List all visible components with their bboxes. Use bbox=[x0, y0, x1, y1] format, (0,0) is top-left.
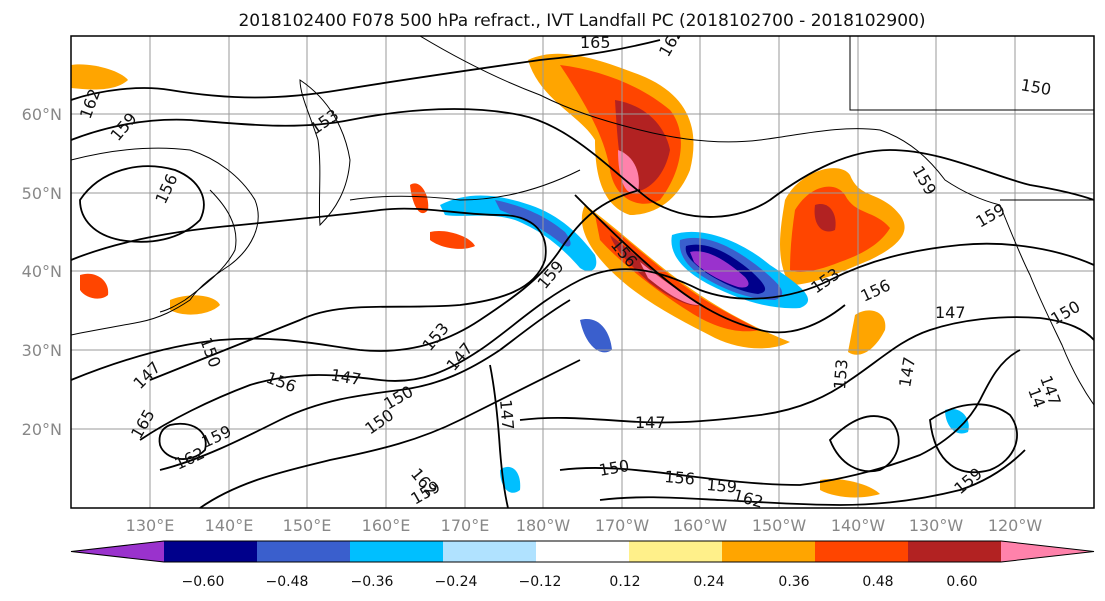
positive-pnw bbox=[848, 310, 886, 355]
lon-label: 130°W bbox=[909, 516, 964, 535]
positive-bering-dots bbox=[430, 230, 475, 249]
colorbar-segment bbox=[164, 541, 258, 562]
map-border bbox=[70, 35, 1095, 509]
coastline-japan bbox=[159, 189, 237, 313]
colorbar-segment bbox=[908, 541, 1002, 562]
contour-line bbox=[71, 189, 641, 381]
colorbar-extend-max bbox=[1001, 541, 1094, 562]
lon-label: 170°W bbox=[595, 516, 650, 535]
colorbar-tick-label: −0.24 bbox=[435, 574, 478, 590]
colorbar-tick-label: 0.60 bbox=[946, 574, 977, 590]
positive-band-central bbox=[581, 205, 790, 349]
lon-label: 160°E bbox=[362, 516, 411, 535]
colorbar-extend-min bbox=[71, 541, 164, 562]
negative-southeast bbox=[580, 319, 612, 353]
lon-label: 120°W bbox=[988, 516, 1043, 535]
positive-peak-alaska bbox=[618, 150, 639, 194]
contour-label: 153 bbox=[830, 358, 852, 390]
coastline-asia bbox=[71, 147, 259, 336]
contour-label: 147 bbox=[496, 399, 518, 431]
gridlines bbox=[71, 36, 1094, 508]
colorbar-segment bbox=[257, 541, 351, 562]
contour-line bbox=[519, 316, 1094, 424]
positive-south bbox=[820, 478, 880, 498]
colorbar-segment bbox=[350, 541, 444, 562]
contour-line bbox=[599, 449, 1026, 506]
colorbar-tick-label: −0.36 bbox=[351, 574, 394, 590]
lon-label: 140°W bbox=[831, 516, 886, 535]
colorbar-tick-label: 0.36 bbox=[778, 574, 809, 590]
positive-kamchatka bbox=[410, 183, 429, 214]
contour-label: 147 bbox=[935, 303, 966, 322]
contour-line bbox=[574, 194, 846, 334]
colorbar-tick-label: −0.60 bbox=[182, 574, 225, 590]
contour-label: 147 bbox=[635, 413, 666, 432]
contour-line bbox=[929, 403, 1018, 474]
contour-label: 165 bbox=[580, 33, 611, 52]
contour-label: 162 bbox=[731, 486, 765, 512]
colorbar-outline bbox=[70, 540, 1095, 563]
coastline-na-west bbox=[999, 204, 1094, 406]
latitude-labels: 60°N 50°N 40°N 30°N 20°N bbox=[22, 105, 62, 439]
contour-line bbox=[139, 242, 1094, 441]
lat-label: 20°N bbox=[22, 420, 62, 439]
contour-line bbox=[199, 359, 581, 508]
coastline-aleutians bbox=[349, 169, 581, 201]
lon-label: 130°E bbox=[126, 516, 175, 535]
lon-label: 150°E bbox=[283, 516, 332, 535]
positive-nw bbox=[71, 64, 128, 90]
lat-label: 30°N bbox=[22, 341, 62, 360]
colorbar-segment bbox=[443, 541, 537, 562]
colorbar-tick-label: −0.12 bbox=[519, 574, 562, 590]
lon-label: 150°W bbox=[752, 516, 807, 535]
contour-line bbox=[159, 299, 571, 471]
lon-label: 180°W bbox=[516, 516, 571, 535]
contours bbox=[71, 39, 1094, 508]
negative-sw bbox=[945, 408, 969, 434]
colorbar bbox=[70, 540, 1095, 563]
contour-line bbox=[559, 349, 1021, 486]
map-title: 2018102400 F078 500 hPa refract., IVT La… bbox=[238, 11, 925, 31]
contour-line bbox=[158, 422, 207, 460]
lat-label: 40°N bbox=[22, 262, 62, 281]
colorbar-tick-label: 0.12 bbox=[609, 574, 640, 590]
lat-label: 60°N bbox=[22, 105, 62, 124]
lon-label: 160°W bbox=[673, 516, 728, 535]
contour-line bbox=[828, 415, 900, 473]
contour-label: 156 bbox=[664, 467, 696, 489]
positive-korea bbox=[170, 295, 220, 315]
lon-label: 140°E bbox=[205, 516, 254, 535]
colorbar-segment bbox=[629, 541, 723, 562]
coastline-kamchatka bbox=[299, 79, 351, 227]
colorbar-tick-labels: −0.60 −0.48 −0.36 −0.24 −0.12 0.12 0.24 … bbox=[182, 574, 978, 590]
positive-japan bbox=[80, 273, 109, 299]
contour-line bbox=[489, 364, 509, 508]
positive-band-max bbox=[610, 235, 700, 306]
positive-max-east bbox=[814, 204, 836, 232]
colorbar-tick-label: 0.48 bbox=[862, 574, 893, 590]
negative-south bbox=[500, 466, 521, 493]
negative-peak-central bbox=[690, 251, 749, 288]
contour-line bbox=[71, 39, 661, 101]
coastline-alaska bbox=[419, 36, 1001, 206]
colorbar-tick-label: −0.48 bbox=[266, 574, 309, 590]
colorbar-tick-label: 0.24 bbox=[693, 574, 724, 590]
colorbar-segment bbox=[722, 541, 816, 562]
contour-line bbox=[79, 165, 205, 243]
colorbar-segment bbox=[815, 541, 909, 562]
anomaly-shading bbox=[71, 53, 969, 498]
contour-line bbox=[71, 207, 547, 381]
contour-line bbox=[71, 108, 1094, 218]
coastlines bbox=[71, 36, 1094, 406]
lat-label: 50°N bbox=[22, 184, 62, 203]
contour-label: 159 bbox=[706, 475, 738, 497]
border-canada bbox=[849, 36, 1094, 111]
lon-label: 170°E bbox=[441, 516, 490, 535]
longitude-labels: 130°E 140°E 150°E 160°E 170°E 180°W 170°… bbox=[126, 516, 1043, 535]
colorbar-segment bbox=[536, 541, 630, 562]
